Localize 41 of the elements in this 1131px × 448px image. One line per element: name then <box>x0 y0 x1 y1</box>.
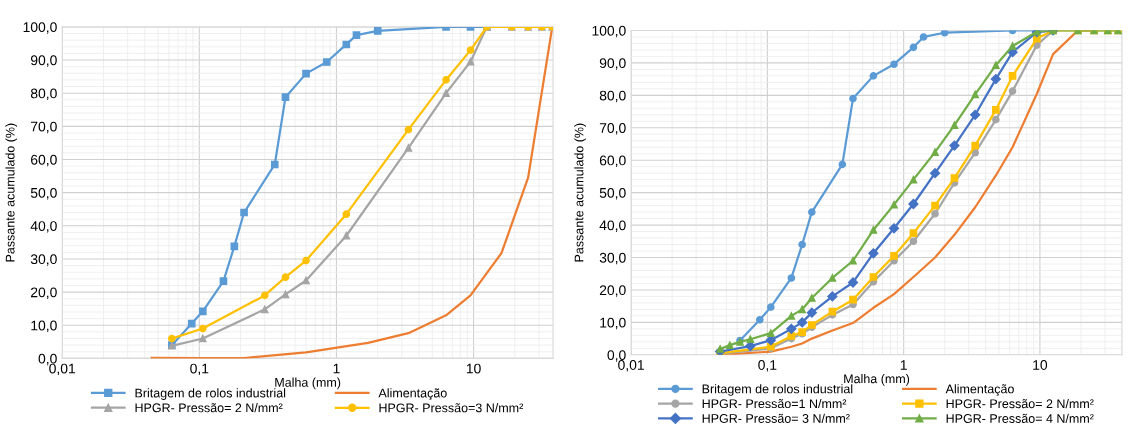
x-tick-label: 1 <box>333 363 340 374</box>
y-tick-label: 80,0 <box>599 90 626 103</box>
y-tick-label: 50,0 <box>599 187 626 200</box>
x-axis-title: Malha (mm) <box>844 374 910 386</box>
y-tick-label: 60,0 <box>31 154 57 167</box>
x-tick-label: 0,01 <box>618 360 644 372</box>
x-tick-label: 0,1 <box>190 363 209 376</box>
y-tick-label: 70,0 <box>31 121 57 134</box>
y-tick-label: 100,0 <box>23 22 57 34</box>
y-tick-label: 100,0 <box>592 25 626 38</box>
legend-label: Alimentação <box>945 384 1014 396</box>
x-tick-label: 1 <box>900 360 907 370</box>
y-tick-label: 0,0 <box>607 350 626 362</box>
legend-label: Alimentação <box>378 388 447 400</box>
x-tick-label: 10 <box>1033 360 1048 370</box>
y-tick-label: 60,0 <box>599 155 626 168</box>
legend-label: HPGR- Pressão= 4 N/mm² <box>946 413 1094 423</box>
y-tick-label: 40,0 <box>599 220 626 232</box>
y-tick-label: 20,0 <box>599 285 626 297</box>
y-tick-label: 10,0 <box>600 317 626 330</box>
y-axis-title: Passante acumulado (%) <box>574 123 586 262</box>
y-tick-label: 10,0 <box>31 320 57 333</box>
y-tick-label: 90,0 <box>30 55 57 67</box>
y-tick-label: 50,0 <box>30 187 57 200</box>
y-tick-label: 20,0 <box>31 287 57 299</box>
x-tick-label: 10 <box>466 363 481 374</box>
y-tick-label: 80,0 <box>30 88 57 100</box>
legend-label: HPGR- Pressão=1 N/mm² <box>702 398 847 409</box>
legend-label: Britagem de rolos industrial <box>135 388 286 400</box>
y-axis-title: Passante acumulado (%) <box>5 123 18 262</box>
y-tick-label: 40,0 <box>30 221 57 233</box>
legend-label: HPGR- Pressão= 3 N/mm² <box>702 413 850 423</box>
legend-label: HPGR- Pressão= 2 N/mm² <box>946 398 1094 409</box>
y-tick-label: 30,0 <box>30 254 57 266</box>
x-tick-label: 0,1 <box>758 360 777 372</box>
y-tick-label: 70,0 <box>599 123 626 135</box>
y-tick-label: 30,0 <box>599 252 626 265</box>
legend-label: HPGR- Pressão=3 N/mm² <box>379 403 524 413</box>
y-tick-label: 90,0 <box>599 58 626 70</box>
legend-label: HPGR- Pressão= 2 N/mm² <box>135 403 283 413</box>
legend-label: Britagem de rolos industrial <box>702 384 853 396</box>
